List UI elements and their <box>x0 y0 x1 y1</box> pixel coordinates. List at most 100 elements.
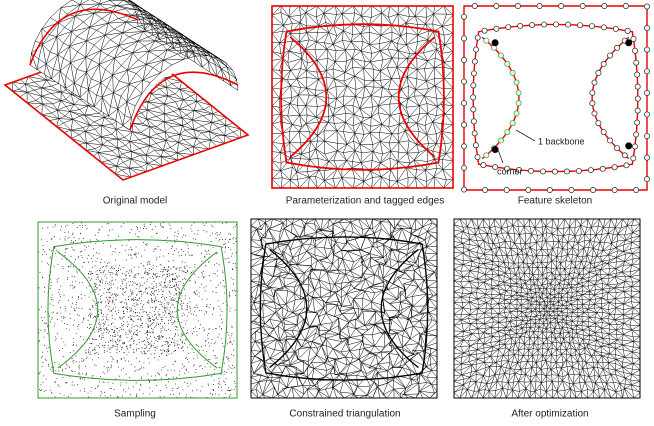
vertex <box>634 83 641 90</box>
vertex <box>623 162 630 169</box>
mesh <box>250 218 438 399</box>
tagged-edge <box>398 36 436 158</box>
vertex <box>474 154 481 161</box>
vertex <box>634 71 641 78</box>
skeleton-edge <box>463 5 648 191</box>
leader <box>497 149 504 164</box>
vertex <box>461 143 467 150</box>
vertex <box>480 162 487 169</box>
vertex <box>461 121 467 128</box>
mesh <box>29 0 239 131</box>
vertex <box>504 165 511 172</box>
constraint <box>259 236 429 381</box>
vertex <box>498 52 504 59</box>
cylinder <box>30 9 238 130</box>
constraint <box>380 248 419 369</box>
vertex <box>644 111 650 118</box>
caption: Constrained triangulation <box>289 409 400 420</box>
vertex <box>644 176 650 183</box>
vertex <box>600 60 607 67</box>
vertex <box>614 145 621 152</box>
vertex <box>546 187 553 193</box>
samples <box>38 221 238 399</box>
vertex <box>612 25 619 32</box>
vertex <box>595 120 602 127</box>
vertex <box>461 78 467 85</box>
feature-curve <box>176 251 218 369</box>
vertex <box>493 3 500 9</box>
vertex <box>504 129 511 136</box>
vertex <box>622 3 629 9</box>
vertex <box>470 70 477 77</box>
skeleton-edge <box>481 36 520 160</box>
annotation: 1 backbone <box>538 136 585 146</box>
vertex <box>470 118 477 125</box>
vertex <box>633 131 640 138</box>
caption: After optimization <box>511 409 588 420</box>
edge <box>29 8 239 131</box>
vertex <box>633 187 640 193</box>
vertex <box>591 79 598 86</box>
vertex <box>644 25 650 32</box>
border <box>271 5 454 189</box>
vertex <box>595 69 602 76</box>
vertex <box>630 155 637 162</box>
vertex <box>461 13 467 20</box>
corner <box>491 146 499 154</box>
vertex <box>589 100 596 107</box>
vertex <box>563 168 570 175</box>
vertex <box>630 35 637 42</box>
vertex <box>461 57 467 63</box>
mesh <box>453 218 641 399</box>
border <box>37 221 238 399</box>
after-optimization <box>453 218 641 399</box>
vertex <box>644 46 650 53</box>
vertex <box>631 143 638 150</box>
vertex <box>633 59 640 66</box>
vertex <box>470 82 477 89</box>
sampling <box>37 221 238 399</box>
vertex <box>600 24 607 31</box>
vertex <box>607 137 613 144</box>
vertex <box>517 23 524 29</box>
annotation: corner <box>497 166 523 176</box>
feature-skeleton <box>461 3 650 193</box>
vertex <box>536 3 543 9</box>
vertex <box>515 89 522 96</box>
vertex <box>600 129 607 136</box>
vertex <box>599 165 606 172</box>
vertex <box>527 167 534 174</box>
original-model <box>3 0 250 181</box>
vertex <box>575 167 582 174</box>
corner <box>491 39 499 47</box>
vertex <box>503 187 510 193</box>
vertex <box>470 94 477 101</box>
vertex <box>483 37 490 44</box>
constraint <box>269 248 308 369</box>
vertex <box>624 27 631 34</box>
vertex <box>601 3 608 9</box>
leader <box>515 129 536 142</box>
caption: Feature skeleton <box>518 196 593 207</box>
vertex <box>498 137 504 144</box>
vertex <box>513 79 520 86</box>
vertex <box>461 100 467 107</box>
vertex <box>474 34 481 41</box>
vertex <box>473 46 480 53</box>
vertex <box>529 22 536 29</box>
vertex <box>644 133 650 139</box>
vertex <box>509 69 516 76</box>
vertex <box>632 47 639 54</box>
vertex <box>515 100 522 107</box>
vertex <box>482 187 489 193</box>
vertex <box>483 152 490 159</box>
vertex <box>644 68 650 75</box>
vertex <box>505 24 512 31</box>
feature-curve <box>57 251 99 369</box>
vertex <box>634 107 641 114</box>
skeleton-edge <box>591 36 630 160</box>
vertex <box>493 25 500 32</box>
vertex <box>590 187 596 193</box>
vertex <box>568 187 575 193</box>
caption: Sampling <box>114 409 156 420</box>
